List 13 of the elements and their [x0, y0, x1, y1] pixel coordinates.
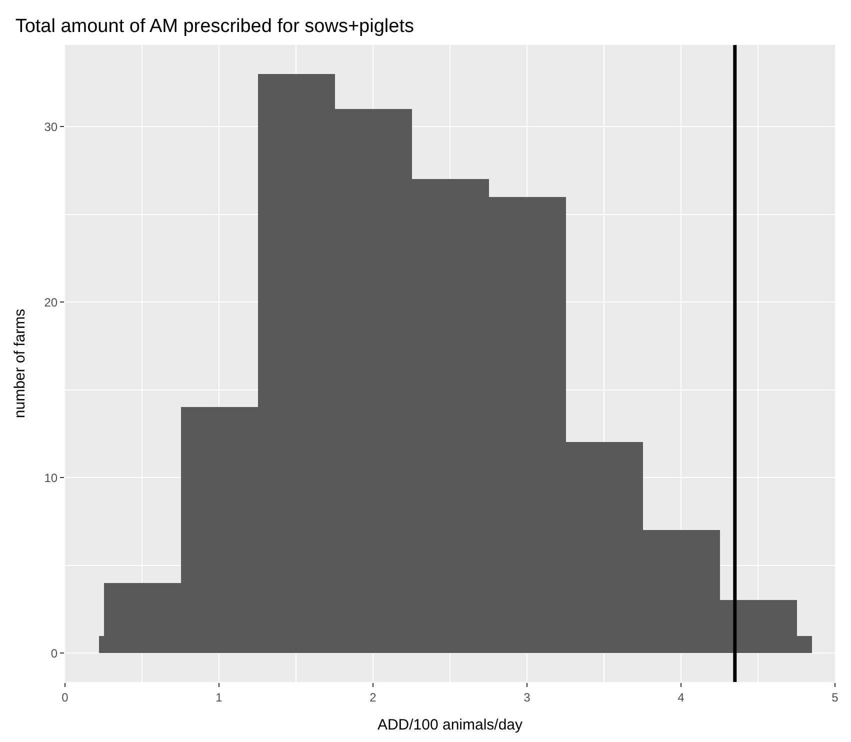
y-axis-title: number of farms [11, 308, 28, 418]
x-tick-label: 2 [370, 690, 377, 704]
x-axis-title: ADD/100 animals/day [377, 716, 524, 734]
y-tick-label: 0 [50, 646, 58, 660]
chart-title: Total amount of AM prescribed for sows+piglets [15, 16, 414, 37]
x-tick-label: 4 [678, 690, 685, 704]
y-tick-label: 30 [44, 120, 58, 134]
x-tick-label: 5 [832, 690, 839, 704]
x-tick-label: 0 [62, 690, 69, 704]
x-tick-label: 1 [216, 690, 223, 704]
x-tick-label: 3 [524, 690, 531, 704]
y-tick-label: 20 [44, 295, 58, 310]
y-tick-label: 10 [44, 470, 58, 485]
